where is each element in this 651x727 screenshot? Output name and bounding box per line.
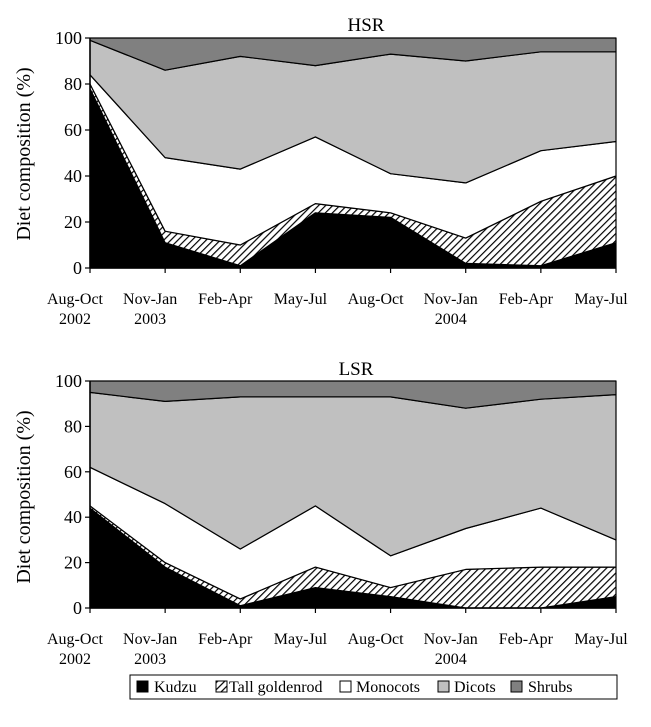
legend-item-shrubs: Shrubs bbox=[510, 679, 572, 696]
x-tick-label-year: 2002 bbox=[59, 311, 91, 328]
x-tick-label-year: 2003 bbox=[134, 311, 166, 328]
chart-title: HSR bbox=[348, 15, 385, 36]
legend-item-tall-goldenrod: Tall goldenrod bbox=[215, 679, 323, 696]
x-tick-label-year: 2004 bbox=[435, 651, 467, 668]
legend-item-kudzu: Kudzu bbox=[136, 679, 197, 696]
chart-title: LSR bbox=[339, 359, 374, 380]
legend-item-dicots: Dicots bbox=[437, 679, 496, 696]
x-tick-label: Aug-Oct bbox=[47, 631, 104, 648]
y-tick-label: 100 bbox=[55, 371, 82, 391]
legend-label: Monocots bbox=[356, 679, 420, 696]
x-tick-label-year: 2004 bbox=[435, 311, 467, 328]
x-tick-label: Feb-Apr bbox=[499, 291, 554, 308]
area-shrubs bbox=[89, 37, 617, 71]
x-tick-label: Nov-Jan bbox=[123, 291, 177, 308]
x-tick-label-year: 2003 bbox=[134, 651, 166, 668]
x-tick-label: Feb-Apr bbox=[198, 291, 253, 308]
x-tick-label: Nov-Jan bbox=[123, 631, 177, 648]
legend-swatch-dicots bbox=[437, 680, 450, 693]
area-layers bbox=[89, 380, 617, 609]
y-axis-label: Diet composition (%) bbox=[13, 67, 35, 240]
legend-label: Kudzu bbox=[154, 679, 197, 696]
legend-label: Dicots bbox=[454, 679, 496, 696]
legend-label: Tall goldenrod bbox=[229, 679, 323, 696]
hsr-chart: HSR Diet composition (%) 0 20 40 60 80 100 Aug… bbox=[13, 15, 628, 328]
y-tick-label: 60 bbox=[64, 120, 82, 140]
legend-box bbox=[129, 674, 618, 700]
legend-swatch-monocots bbox=[339, 680, 352, 693]
y-tick-label: 80 bbox=[64, 74, 82, 94]
axes: 0 20 40 60 80 100 Aug-Oct 2002 Nov-Jan 2003 Feb-Ap… bbox=[47, 371, 628, 668]
y-tick-label: 0 bbox=[73, 598, 82, 618]
legend-swatch-tall-goldenrod bbox=[215, 680, 228, 693]
y-tick-label: 20 bbox=[64, 212, 82, 232]
lsr-chart: LSR Diet composition (%) 0 20 40 60 80 100 Aug… bbox=[13, 359, 628, 668]
x-tick-label: Feb-Apr bbox=[198, 631, 253, 648]
x-tick-label: Feb-Apr bbox=[499, 631, 554, 648]
x-tick-label: Aug-Oct bbox=[348, 631, 405, 648]
legend-swatch-shrubs bbox=[510, 680, 523, 693]
x-tick-label: May-Jul bbox=[274, 631, 328, 648]
legend-label: Shrubs bbox=[528, 679, 572, 696]
y-tick-label: 60 bbox=[64, 462, 82, 482]
axes: 0 20 40 60 80 100 Aug-Oct 2002 Nov-Jan 2003 Feb-Ap… bbox=[47, 28, 628, 328]
legend-item-monocots: Monocots bbox=[339, 679, 420, 696]
x-tick-label: Aug-Oct bbox=[348, 291, 405, 308]
y-tick-label: 20 bbox=[64, 553, 82, 573]
x-tick-label: Nov-Jan bbox=[424, 291, 478, 308]
x-tick-label: May-Jul bbox=[274, 291, 328, 308]
area-shrubs bbox=[89, 380, 617, 409]
legend-swatch-kudzu bbox=[136, 680, 149, 693]
x-tick-label: May-Jul bbox=[574, 631, 628, 648]
x-tick-label: Aug-Oct bbox=[47, 291, 104, 308]
x-tick-label: Nov-Jan bbox=[424, 631, 478, 648]
area-layers bbox=[89, 37, 617, 269]
y-tick-label: 40 bbox=[64, 507, 82, 527]
x-tick-label: May-Jul bbox=[574, 291, 628, 308]
x-tick-label-year: 2002 bbox=[59, 651, 91, 668]
legend: Kudzu Tall goldenrod Monocots Dicots Shr… bbox=[129, 674, 618, 700]
y-tick-label: 80 bbox=[64, 416, 82, 436]
y-tick-label: 40 bbox=[64, 166, 82, 186]
y-axis-label: Diet composition (%) bbox=[13, 410, 35, 583]
y-tick-label: 100 bbox=[55, 28, 82, 48]
y-tick-label: 0 bbox=[73, 258, 82, 278]
